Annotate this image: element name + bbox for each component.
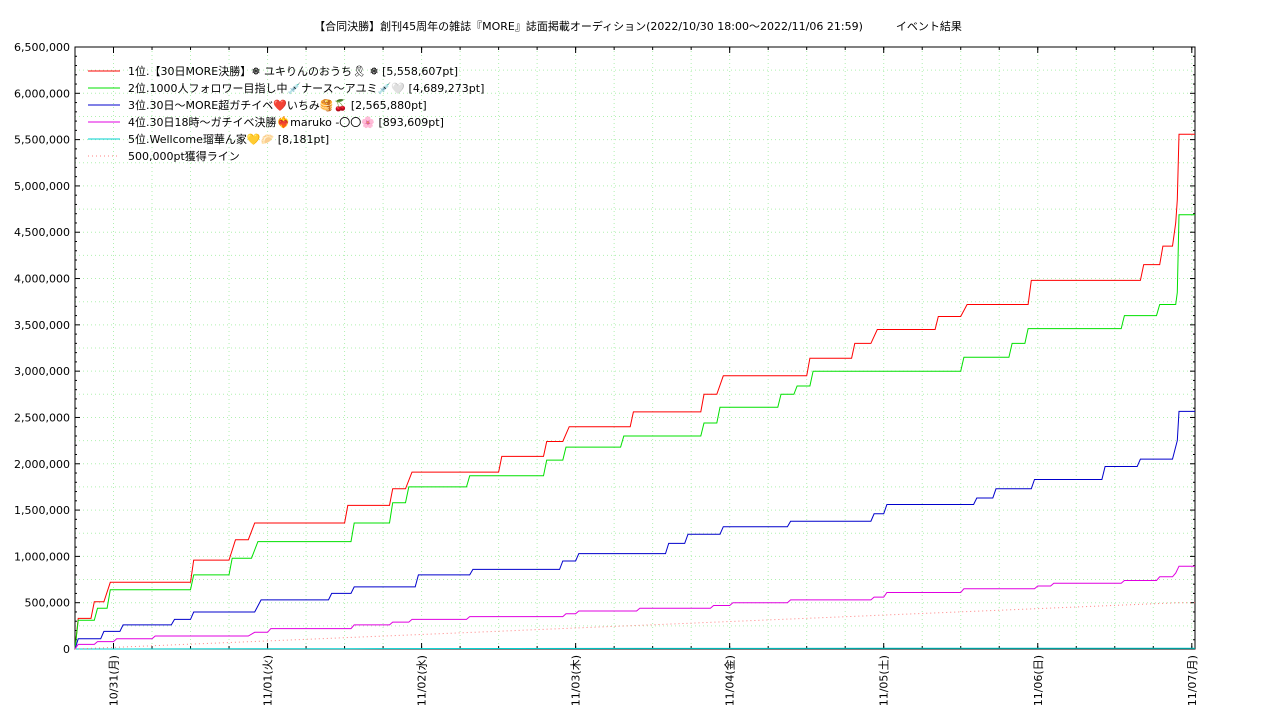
x-tick-label: 11/03(木)	[570, 655, 583, 706]
chart-title: 【合同決勝】創刊45周年の雑誌『MORE』誌面掲載オーディション(2022/10…	[314, 19, 962, 33]
x-tick-label: 11/05(土)	[878, 655, 891, 706]
x-tick-label: 11/04(金)	[723, 655, 737, 706]
legend-label-4: 4位.30日18時〜ガチイベ決勝❤️‍🔥maruko -〇〇🌸 [893,609…	[128, 115, 444, 129]
legend-label-6: 500,000pt獲得ライン	[128, 150, 240, 163]
legend-label-1: 1位.【30日MORE決勝】❅ ユキりんのおうち🎗 ❅ [5,558,607pt…	[128, 64, 458, 78]
y-tick-label: 6,500,000	[14, 41, 70, 54]
legend-label-5: 5位.Wellcome瑠華ん家💛🥟 [8,181pt]	[128, 132, 329, 146]
x-tick-label: 11/02(水)	[416, 655, 429, 706]
plot-frame	[74, 46, 1196, 650]
y-tick-label: 1,500,000	[14, 504, 70, 517]
series-line-2	[74, 214, 1195, 650]
grid	[75, 47, 1195, 649]
legend-label-2: 2位.1000人フォロワー目指し中💉ナース〜アユミ💉🤍 [4,689,273pt…	[128, 81, 484, 95]
axes: 0 500,000 1,000,000 1,500,000 2,000,000 2,500…	[14, 41, 1199, 706]
y-tick-label: 1,000,000	[14, 550, 70, 563]
y-tick-label: 3,000,000	[14, 365, 70, 378]
x-tick-label: 11/01(火)	[262, 655, 275, 706]
y-tick-label: 5,500,000	[14, 134, 70, 147]
y-tick-label: 0	[63, 643, 70, 656]
y-tick-label: 6,000,000	[14, 87, 70, 100]
x-tick-label: 11/07(月)	[1186, 655, 1199, 706]
y-tick-label: 2,500,000	[14, 411, 70, 424]
y-tick-label: 3,500,000	[14, 319, 70, 332]
y-tick-label: 2,000,000	[14, 458, 70, 471]
series-lines	[74, 133, 1195, 650]
series-line-6	[74, 602, 1195, 650]
y-tick-label: 500,000	[25, 597, 71, 610]
series-line-5	[74, 647, 1195, 650]
series-line-4	[74, 565, 1195, 650]
y-tick-label: 4,000,000	[14, 273, 70, 286]
y-tick-label: 5,000,000	[14, 180, 70, 193]
x-tick-label: 10/31(月)	[108, 655, 121, 706]
series-line-1	[74, 133, 1195, 650]
legend: 1位.【30日MORE決勝】❅ ユキりんのおうち🎗 ❅ [5,558,607pt…	[88, 64, 484, 163]
legend-label-3: 3位.30日〜MORE超ガチイベ❤️いちみ🥞🍒 [2,565,880pt]	[128, 98, 427, 113]
x-tick-label: 11/06(日)	[1032, 655, 1045, 706]
series-line-3	[74, 410, 1195, 650]
y-tick-label: 4,500,000	[14, 226, 70, 239]
